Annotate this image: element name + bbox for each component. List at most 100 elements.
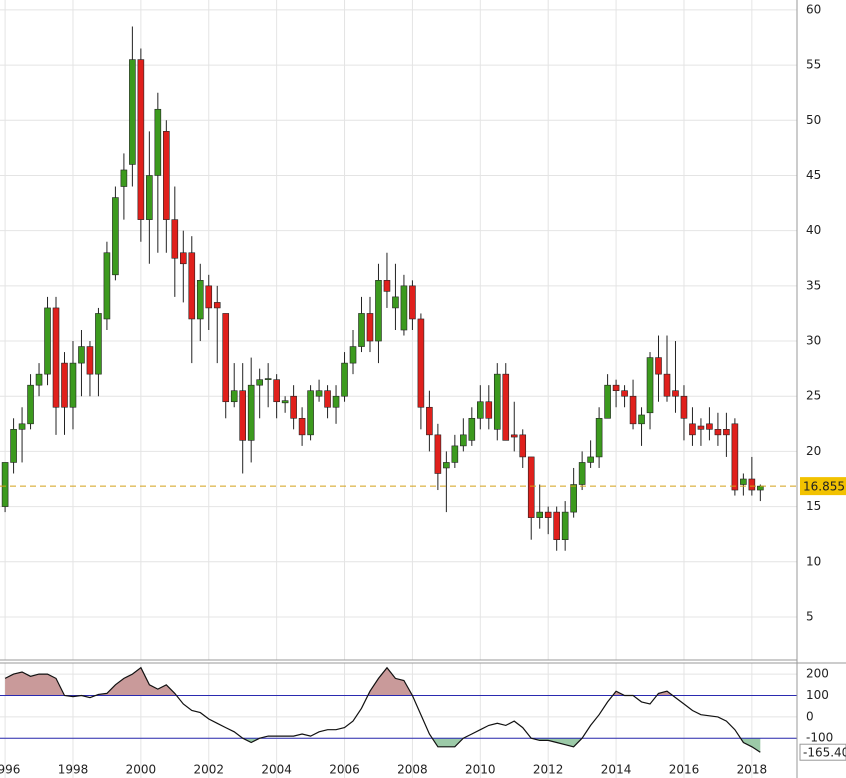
candle-body bbox=[451, 445, 459, 463]
last-price-box bbox=[800, 477, 846, 496]
candle-body bbox=[95, 313, 102, 375]
last-price-label: 16.855 bbox=[803, 480, 845, 494]
candle-body bbox=[264, 378, 272, 380]
candle-body bbox=[510, 434, 518, 438]
upper-fill bbox=[5, 667, 673, 696]
x-tick-label: 2014 bbox=[601, 763, 632, 777]
candle-body bbox=[502, 373, 510, 441]
candle-body bbox=[222, 313, 230, 403]
candle-body bbox=[129, 59, 136, 165]
candle-body bbox=[341, 362, 348, 397]
y-tick-label: 60 bbox=[806, 2, 821, 16]
candle-body bbox=[604, 384, 611, 419]
x-tick-label: 2002 bbox=[193, 763, 224, 777]
candle-body bbox=[468, 417, 476, 441]
candle-body bbox=[52, 307, 60, 408]
candle-body bbox=[485, 401, 493, 419]
y-tick-label: 30 bbox=[806, 334, 821, 348]
candle-body bbox=[35, 373, 43, 386]
candle-body bbox=[706, 423, 713, 430]
candle-body bbox=[663, 373, 671, 397]
y-tick-label: -100 bbox=[806, 731, 833, 745]
candle-body bbox=[213, 302, 221, 309]
candle-body bbox=[621, 390, 628, 397]
candle-body bbox=[392, 296, 399, 309]
last-value-label: -165.40 bbox=[803, 746, 846, 760]
candle-body bbox=[18, 423, 26, 430]
candle-body bbox=[1, 462, 9, 507]
y-tick-label: 25 bbox=[806, 389, 821, 403]
candle-body bbox=[570, 484, 577, 513]
x-tick-label: 2000 bbox=[126, 763, 157, 777]
candle-body bbox=[527, 456, 535, 518]
y-tick-label: 10 bbox=[806, 554, 821, 568]
candle-body bbox=[137, 59, 145, 220]
candle-body bbox=[146, 175, 153, 220]
last-value-box bbox=[799, 743, 846, 761]
candle-body bbox=[366, 313, 374, 342]
y-tick-label: 5 bbox=[806, 609, 814, 623]
candle-body bbox=[86, 346, 94, 375]
candle-body bbox=[731, 423, 739, 491]
candle-body bbox=[680, 395, 688, 419]
candle-body bbox=[171, 219, 179, 259]
candle-body bbox=[443, 462, 450, 469]
candle-body bbox=[281, 400, 289, 404]
candle-body bbox=[757, 485, 764, 491]
candle-body bbox=[400, 285, 408, 331]
candle-body bbox=[638, 414, 645, 425]
candle-body bbox=[315, 390, 323, 397]
x-tick-label: 2018 bbox=[737, 763, 768, 777]
x-tick-label: 2006 bbox=[329, 763, 360, 777]
y-tick-label: 50 bbox=[806, 113, 821, 127]
y-tick-label: 40 bbox=[806, 223, 821, 237]
candle-body bbox=[477, 401, 484, 419]
candle-body bbox=[230, 390, 238, 403]
y-tick-label: 35 bbox=[806, 278, 821, 292]
candle-body bbox=[179, 252, 187, 265]
y-tick-label: 15 bbox=[806, 499, 821, 513]
candle-body bbox=[120, 169, 128, 187]
candle-body bbox=[163, 131, 170, 220]
candle-body bbox=[578, 462, 586, 485]
candle-body bbox=[78, 346, 85, 364]
candle-body bbox=[536, 511, 544, 518]
x-tick-label: 2010 bbox=[465, 763, 496, 777]
y-tick-label: 0 bbox=[806, 709, 814, 723]
candle-body bbox=[409, 285, 416, 320]
candle-body bbox=[460, 434, 467, 447]
y-tick-label: 200 bbox=[806, 667, 829, 681]
indicator-panel bbox=[0, 663, 797, 778]
candle-body bbox=[69, 362, 77, 408]
candle-body bbox=[417, 318, 425, 408]
candle-body bbox=[154, 108, 162, 176]
candle-body bbox=[587, 456, 594, 463]
candle-body bbox=[740, 478, 747, 485]
candle-body bbox=[196, 280, 204, 320]
candle-body bbox=[298, 417, 306, 436]
y-tick-label: 45 bbox=[806, 168, 821, 182]
candle-body bbox=[595, 417, 603, 458]
x-tick-label: 1996 bbox=[0, 763, 20, 777]
candle-body bbox=[383, 280, 391, 292]
x-tick-label: 2004 bbox=[261, 763, 292, 777]
candle-body bbox=[256, 379, 263, 386]
candle-body bbox=[434, 434, 442, 474]
candle-body bbox=[493, 373, 501, 430]
candle-body bbox=[723, 429, 730, 436]
y-tick-label: 55 bbox=[806, 58, 821, 72]
candle-body bbox=[612, 384, 620, 392]
candle-body bbox=[689, 423, 696, 436]
candle-body bbox=[239, 390, 246, 441]
candle-body bbox=[10, 429, 17, 463]
candle-body bbox=[27, 384, 34, 425]
price-panel bbox=[0, 0, 797, 660]
candle-body bbox=[112, 197, 119, 276]
x-tick-label: 2016 bbox=[669, 763, 700, 777]
indicator-line bbox=[4, 666, 761, 753]
candle-body bbox=[205, 285, 213, 309]
x-tick-label: 2008 bbox=[397, 763, 428, 777]
candle-body bbox=[332, 395, 340, 408]
candle-body bbox=[561, 511, 569, 540]
x-tick-label: 2012 bbox=[533, 763, 564, 777]
